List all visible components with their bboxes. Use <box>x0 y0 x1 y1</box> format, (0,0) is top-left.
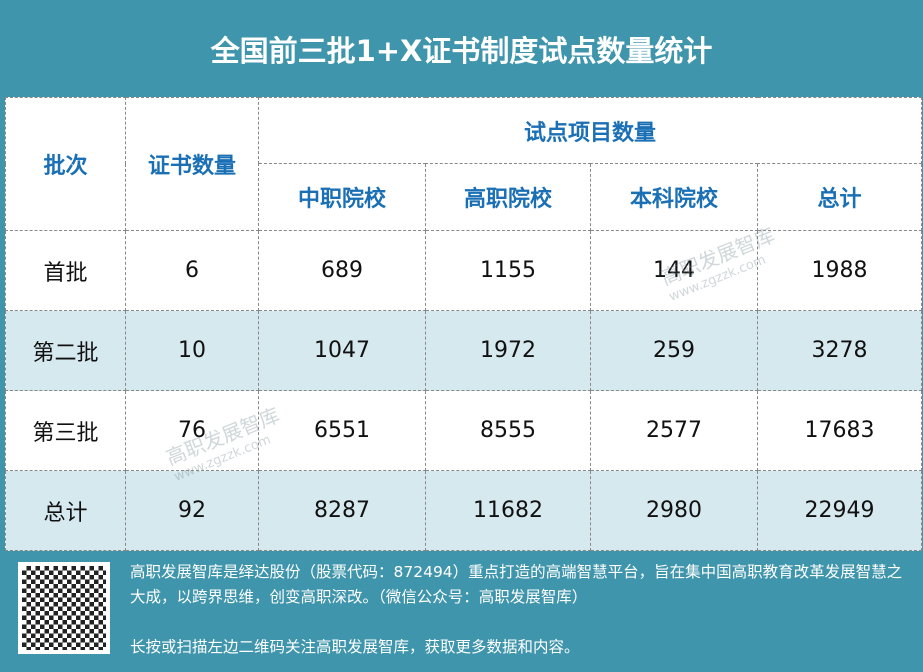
qr-code[interactable] <box>18 562 110 654</box>
cell: 17683 <box>757 390 922 471</box>
footer: 高职发展智库是绎达股份（股票代码：872494）重点打造的高端智慧平台，旨在集中… <box>0 550 923 672</box>
cell: 22949 <box>757 470 922 551</box>
cell: 689 <box>258 230 426 311</box>
cell: 第二批 <box>5 310 126 391</box>
cell: 10 <box>125 310 259 391</box>
table-row: 第三批 76 6551 8555 2577 17683 <box>5 390 922 471</box>
cell: 2980 <box>590 470 758 551</box>
cell: 6 <box>125 230 259 311</box>
cell: 8287 <box>258 470 426 551</box>
cell: 144 <box>590 230 758 311</box>
header-col: 总计 <box>757 163 922 231</box>
cell: 6551 <box>258 390 426 471</box>
cell: 总计 <box>5 470 126 551</box>
header-col: 本科院校 <box>590 163 758 231</box>
table-row: 总计 92 8287 11682 2980 22949 <box>5 470 922 551</box>
cell: 第三批 <box>5 390 126 471</box>
table-row: 首批 6 689 1155 144 1988 <box>5 230 922 311</box>
cell: 76 <box>125 390 259 471</box>
cell: 1972 <box>425 310 591 391</box>
cell: 1988 <box>757 230 922 311</box>
cell: 259 <box>590 310 758 391</box>
cell: 1155 <box>425 230 591 311</box>
header-col: 中职院校 <box>258 163 426 231</box>
cell: 首批 <box>5 230 126 311</box>
cell: 1047 <box>258 310 426 391</box>
cell: 3278 <box>757 310 922 391</box>
header-cert-count: 证书数量 <box>125 97 259 231</box>
cell: 11682 <box>425 470 591 551</box>
header-pilot-group: 试点项目数量 <box>258 97 922 164</box>
footer-cta: 长按或扫描左边二维码关注高职发展智库，获取更多数据和内容。 <box>130 638 580 656</box>
cell: 92 <box>125 470 259 551</box>
header-batch: 批次 <box>5 97 126 231</box>
table-row: 第二批 10 1047 1972 259 3278 <box>5 310 922 391</box>
page-title: 全国前三批1+X证书制度试点数量统计 <box>210 33 713 68</box>
footer-description: 高职发展智库是绎达股份（股票代码：872494）重点打造的高端智慧平台，旨在集中… <box>130 563 903 606</box>
header-col: 高职院校 <box>425 163 591 231</box>
cell: 2577 <box>590 390 758 471</box>
stats-table: 批次 证书数量 试点项目数量 中职院校 高职院校 本科院校 总计 首批 6 689 1… <box>5 97 922 551</box>
cell: 8555 <box>425 390 591 471</box>
